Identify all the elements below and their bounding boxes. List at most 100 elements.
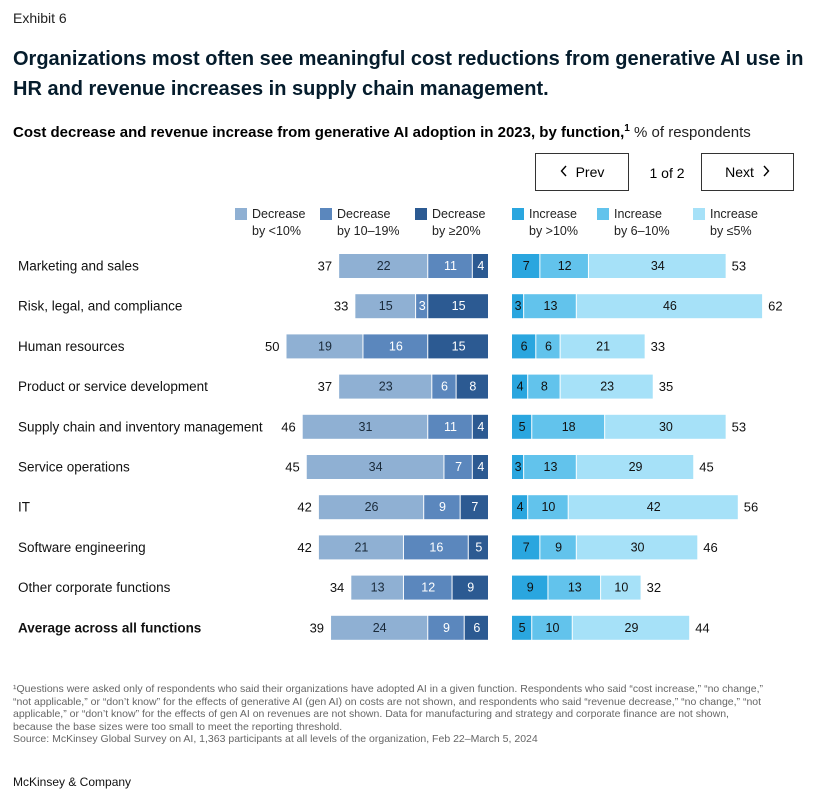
total-increase-label: 35	[659, 379, 673, 394]
bar-decrease	[456, 374, 488, 399]
bar-value-label: 8	[541, 380, 548, 394]
bar-increase	[540, 254, 588, 278]
legend-label: Increase	[529, 207, 577, 221]
bar-value-label: 29	[629, 460, 643, 474]
page-indicator: 1 of 2	[649, 165, 685, 181]
bar-decrease	[355, 294, 416, 319]
bar-value-label: 3	[419, 299, 426, 313]
bar-value-label: 42	[647, 500, 661, 514]
category-label: Product or service development	[18, 379, 208, 394]
bar-increase	[524, 294, 576, 319]
bar-value-label: 10	[546, 621, 560, 635]
legend-label: by <10%	[252, 224, 301, 238]
total-increase-label: 32	[647, 580, 661, 595]
bar-decrease	[306, 455, 444, 479]
chevron-right-icon	[762, 165, 770, 180]
total-decrease-label: 33	[334, 299, 348, 314]
bar-value-label: 21	[596, 339, 610, 353]
category-label: Marketing and sales	[18, 259, 139, 274]
total-decrease-label: 45	[285, 460, 299, 475]
bar-decrease	[452, 575, 488, 600]
bar-increase	[512, 615, 532, 640]
bar-increase	[572, 615, 690, 640]
bar-increase	[512, 455, 524, 479]
bar-value-label: 4	[477, 460, 484, 474]
bar-increase	[512, 414, 532, 439]
bar-decrease	[363, 334, 428, 359]
legend-swatch	[415, 208, 427, 220]
bar-value-label: 8	[469, 380, 476, 394]
bar-value-label: 23	[600, 380, 614, 394]
bar-increase	[560, 374, 653, 399]
bar-increase	[601, 575, 641, 600]
bar-value-label: 23	[379, 380, 393, 394]
bar-value-label: 10	[541, 500, 555, 514]
legend-label: by 10–19%	[337, 224, 400, 238]
bar-increase	[588, 254, 726, 278]
bar-value-label: 21	[354, 540, 368, 554]
bar-value-label: 3	[515, 460, 522, 474]
brand-logo-text: McKinsey & Company	[13, 775, 132, 789]
chart-subtitle: Cost decrease and revenue increase from …	[13, 123, 751, 141]
bar-value-label: 46	[663, 299, 677, 313]
bar-decrease	[428, 414, 472, 439]
next-button[interactable]: Next	[701, 153, 794, 191]
category-label: Human resources	[18, 339, 125, 354]
legend-label: Decrease	[252, 207, 306, 221]
total-increase-label: 53	[732, 259, 746, 274]
bar-increase	[576, 455, 694, 479]
bar-increase	[532, 615, 572, 640]
total-increase-label: 44	[695, 620, 709, 635]
legend-label: by 6–10%	[614, 224, 670, 238]
prev-button-label: Prev	[575, 164, 605, 180]
bar-decrease	[331, 615, 428, 640]
bar-value-label: 34	[369, 460, 383, 474]
bar-decrease	[318, 535, 403, 560]
chevron-left-icon	[560, 165, 568, 180]
bar-value-label: 3	[515, 299, 522, 313]
bar-increase	[548, 575, 601, 600]
prev-button[interactable]: Prev	[535, 153, 629, 191]
legend-label: Increase	[710, 207, 758, 221]
bar-increase	[512, 575, 548, 600]
bar-value-label: 31	[359, 420, 373, 434]
total-increase-label: 46	[703, 540, 717, 555]
bar-value-label: 7	[523, 259, 530, 273]
bar-value-label: 9	[555, 540, 562, 554]
bar-value-label: 7	[523, 540, 530, 554]
total-decrease-label: 37	[318, 379, 332, 394]
bar-value-label: 4	[477, 420, 484, 434]
bar-value-label: 16	[429, 540, 443, 554]
total-decrease-label: 42	[297, 540, 311, 555]
legend-label: by ≥20%	[432, 224, 481, 238]
bar-decrease	[432, 374, 456, 399]
bar-decrease	[286, 334, 363, 359]
bar-value-label: 9	[443, 621, 450, 635]
bar-value-label: 34	[651, 259, 665, 273]
bar-value-label: 13	[371, 581, 385, 595]
bar-decrease	[468, 535, 488, 560]
bar-decrease	[302, 414, 428, 439]
bar-increase	[560, 334, 645, 359]
bar-decrease	[444, 455, 472, 479]
bar-value-label: 30	[659, 420, 673, 434]
bar-value-label: 19	[318, 339, 332, 353]
bar-value-label: 13	[544, 460, 558, 474]
bar-increase	[512, 254, 540, 278]
bar-decrease	[403, 575, 452, 600]
total-decrease-label: 37	[318, 259, 332, 274]
bar-decrease	[428, 334, 488, 359]
footnote-line: ¹Questions were asked only of respondent…	[13, 683, 764, 695]
bar-decrease	[424, 495, 460, 520]
bar-value-label: 18	[562, 420, 576, 434]
bar-value-label: 15	[379, 299, 393, 313]
bar-decrease	[464, 615, 488, 640]
legend-swatch	[512, 208, 524, 220]
category-label: IT	[18, 500, 30, 515]
total-decrease-label: 39	[310, 620, 324, 635]
bar-increase	[524, 455, 576, 479]
bar-increase	[512, 535, 540, 560]
bar-decrease	[339, 374, 432, 399]
bar-value-label: 16	[389, 339, 403, 353]
bar-decrease	[351, 575, 403, 600]
